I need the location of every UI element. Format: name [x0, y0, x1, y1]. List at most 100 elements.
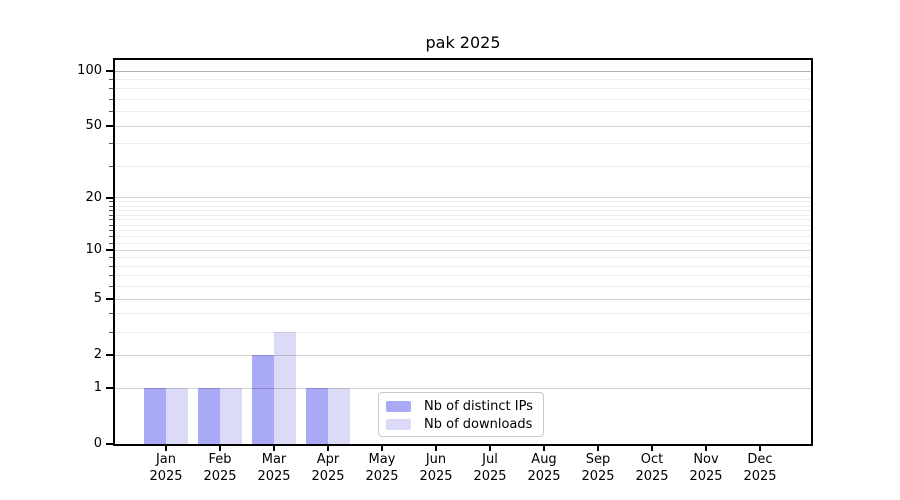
y-minor-tick-40	[109, 143, 113, 145]
y-minor-tick-90	[109, 78, 113, 80]
bar-nb-of-downloads-apr	[328, 388, 350, 444]
gridline-5	[115, 298, 811, 300]
x-tick-label-mar: Mar 2025	[257, 452, 291, 484]
bar-nb-of-distinct-ips-mar	[252, 355, 274, 444]
y-tick-5	[106, 298, 113, 301]
y-minor-tick-19	[109, 201, 113, 203]
gridline-2	[115, 354, 811, 356]
gridline-minor-70	[115, 99, 811, 100]
y-minor-tick-80	[109, 88, 113, 90]
bar-nb-of-downloads-jan	[166, 388, 188, 444]
x-tick-oct	[651, 446, 653, 451]
gridline-50	[115, 125, 811, 127]
x-tick-label-jul: Jul 2025	[473, 452, 507, 484]
legend-item-downloads: Nb of downloads	[386, 415, 543, 433]
y-minor-tick-7	[109, 275, 113, 277]
legend-item-distinct-ips: Nb of distinct IPs	[386, 397, 543, 415]
bar-nb-of-downloads-feb	[220, 388, 242, 444]
gridline-minor-18	[115, 205, 811, 207]
x-tick-dec	[759, 446, 761, 451]
gridline-minor-19	[115, 201, 811, 203]
y-minor-tick-8	[109, 265, 113, 267]
gridline-10	[115, 249, 811, 251]
gridline-minor-4	[115, 313, 811, 315]
x-tick-aug	[543, 446, 545, 451]
gridline-minor-17	[115, 209, 811, 211]
bar-nb-of-distinct-ips-jan	[144, 388, 166, 444]
x-tick-label-nov: Nov 2025	[689, 452, 723, 484]
gridline-minor-12	[115, 236, 811, 238]
y-minor-tick-3	[109, 331, 113, 333]
y-tick-1	[106, 387, 113, 389]
x-tick-feb	[219, 446, 221, 451]
gridline-minor-6	[115, 286, 811, 288]
y-tick-label-20: 20	[85, 189, 102, 205]
x-tick-label-feb: Feb 2025	[203, 452, 237, 484]
legend: Nb of distinct IPs Nb of downloads	[378, 392, 544, 437]
y-minor-tick-60	[109, 111, 113, 113]
x-tick-label-aug: Aug 2025	[527, 452, 561, 484]
x-tick-nov	[705, 446, 707, 451]
x-tick-apr	[327, 446, 329, 451]
y-tick-label-1: 1	[93, 380, 102, 395]
gridline-minor-14	[115, 224, 811, 226]
gridline-minor-15	[115, 219, 811, 221]
gridline-minor-8	[115, 265, 811, 267]
legend-label-downloads: Nb of downloads	[424, 416, 533, 432]
bar-nb-of-distinct-ips-feb	[198, 388, 220, 444]
y-tick-label-2: 2	[93, 347, 102, 363]
gridline-20	[115, 197, 811, 199]
chart-title: pak 2025	[425, 33, 501, 52]
x-tick-jan	[165, 446, 167, 451]
gridline-minor-90	[115, 78, 811, 80]
y-tick-0	[106, 443, 113, 445]
y-minor-tick-18	[109, 205, 113, 207]
y-minor-tick-9	[109, 257, 113, 259]
y-tick-20	[106, 196, 113, 199]
y-minor-tick-6	[109, 286, 113, 288]
gridline-minor-60	[115, 111, 811, 113]
legend-label-distinct-ips: Nb of distinct IPs	[424, 398, 533, 414]
gridline-minor-30	[115, 166, 811, 167]
x-tick-mar	[273, 446, 275, 451]
gridline-minor-9	[115, 257, 811, 259]
y-tick-label-0: 0	[93, 436, 102, 451]
y-minor-tick-30	[109, 166, 113, 167]
x-tick-label-apr: Apr 2025	[311, 452, 345, 484]
legend-swatch-distinct-ips	[386, 400, 411, 412]
plot-area: Nb of distinct IPs Nb of downloads	[113, 58, 813, 446]
y-minor-tick-70	[109, 99, 113, 100]
x-tick-label-jun: Jun 2025	[419, 452, 453, 484]
x-tick-may	[381, 446, 383, 451]
x-tick-sep	[597, 446, 599, 451]
y-minor-tick-12	[109, 236, 113, 238]
y-tick-label-5: 5	[93, 291, 102, 307]
x-tick-label-oct: Oct 2025	[635, 452, 669, 484]
gridline-minor-13	[115, 230, 811, 232]
y-tick-label-50: 50	[85, 118, 102, 134]
y-minor-tick-15	[109, 219, 113, 221]
y-minor-tick-17	[109, 209, 113, 211]
y-minor-tick-11	[109, 242, 113, 244]
x-tick-label-dec: Dec 2025	[743, 452, 777, 484]
x-tick-label-jan: Jan 2025	[149, 452, 183, 484]
gridline-minor-3	[115, 331, 811, 333]
y-tick-10	[106, 249, 113, 252]
y-minor-tick-4	[109, 313, 113, 315]
y-minor-tick-13	[109, 230, 113, 232]
x-tick-label-may: May 2025	[365, 452, 399, 484]
x-tick-jun	[435, 446, 437, 451]
bar-nb-of-distinct-ips-apr	[306, 388, 328, 444]
gridline-minor-80	[115, 88, 811, 90]
gridline-100	[115, 70, 811, 72]
gridline-minor-11	[115, 242, 811, 244]
y-tick-50	[106, 125, 113, 128]
y-tick-label-10: 10	[85, 242, 102, 258]
x-tick-jul	[489, 446, 491, 451]
bar-nb-of-downloads-mar	[274, 332, 296, 444]
legend-swatch-downloads	[386, 418, 411, 430]
gridline-minor-40	[115, 143, 811, 145]
y-tick-100	[106, 70, 113, 72]
x-tick-label-sep: Sep 2025	[581, 452, 615, 484]
